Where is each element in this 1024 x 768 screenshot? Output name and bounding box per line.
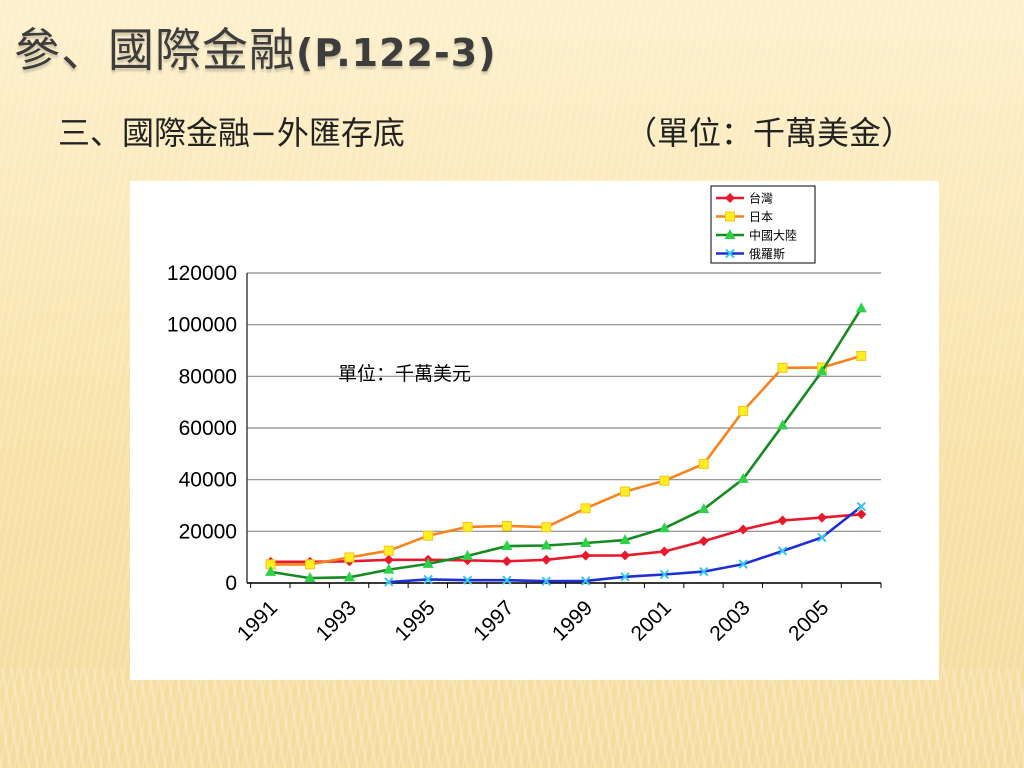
x-tick-label: 1991 [233,596,282,645]
data-point [265,565,277,576]
x-tick-label: 1995 [390,596,439,645]
y-tick-label: 120000 [167,262,237,285]
data-point [501,540,513,551]
data-point [620,550,631,561]
data-point [855,302,867,313]
series-line-2 [270,307,863,580]
data-point [856,509,867,520]
line-chart: 0 20000 40000 60000 80000 100000 120000 1991 199… [167,185,882,646]
slide-title: 參、國際金融(P.122-3) [14,14,497,80]
data-point [580,576,591,586]
data-point [462,575,473,585]
data-point [659,475,670,486]
data-point [501,520,512,531]
data-point [698,458,709,469]
data-point [501,556,512,567]
data-point [738,524,749,535]
data-point [383,554,394,565]
data-point [658,522,670,533]
series-line-3 [388,505,863,584]
data-point [619,534,631,545]
data-point [738,559,748,569]
data-point [383,563,395,574]
data-point [580,550,591,561]
data-point [659,569,670,580]
data-point [856,501,867,512]
legend-marker [724,229,736,239]
x-tick-label: 1993 [312,596,361,645]
legend-entry-label: 日本 [749,210,773,224]
y-tick-label: 80000 [179,365,237,388]
chart-unit-annotation: 單位：千萬美元 [338,363,471,385]
x-tick-label: 2003 [705,596,754,645]
data-point [580,536,592,547]
data-point [620,486,631,497]
x-tick-label: 2001 [627,596,676,645]
data-point [737,472,749,483]
data-point [423,530,434,541]
legend-entry-label: 俄羅斯 [749,247,785,261]
data-point [816,365,828,376]
data-point [777,546,788,556]
background-texture [0,668,1024,768]
data-point [423,574,433,585]
legend-marker [725,211,735,222]
data-point [304,572,316,583]
unit-label: （單位：千萬美金） [625,114,914,152]
x-tick-label: 1999 [548,596,597,645]
data-point [816,512,827,523]
data-point [502,575,512,585]
y-tick-label: 0 [225,572,237,595]
chart-container: 0 20000 40000 60000 80000 100000 120000 1991 199… [130,181,939,680]
data-point [422,557,434,568]
data-point [698,503,710,514]
data-point [777,515,788,526]
data-point [856,350,867,361]
data-point [620,572,630,582]
legend-entry-label: 中國大陸 [749,228,797,243]
y-tick-label: 40000 [179,469,237,492]
data-point [383,545,394,556]
y-tick-label: 100000 [167,314,237,337]
data-point [384,577,394,587]
title-main: 參、國際金融 [14,23,296,77]
data-point [698,536,709,547]
legend-marker [725,248,735,259]
data-point [777,419,789,430]
legend-marker [725,193,735,203]
data-point [344,552,355,563]
data-point [541,576,551,586]
x-tick-label: 1997 [469,596,518,645]
data-point [738,405,749,416]
title-page-reference: (P.122-3) [296,31,497,75]
data-point [462,521,473,532]
slide-subtitle: 三、國際金融−外匯存底 [58,114,405,152]
data-point [541,554,552,565]
data-point [580,503,591,514]
data-point [462,549,474,560]
data-point [699,566,709,577]
data-point [540,539,552,550]
legend-entry-label: 台灣 [749,191,773,206]
x-tick-label: 2005 [784,596,833,645]
data-point [817,532,827,543]
data-point [777,362,788,373]
y-tick-label: 60000 [179,417,237,440]
y-tick-label: 20000 [179,520,237,543]
data-point [541,522,552,533]
data-point [305,559,316,570]
series-line-0 [270,513,862,564]
data-point [659,546,670,557]
data-point [343,571,355,582]
series-line-1 [270,354,862,566]
